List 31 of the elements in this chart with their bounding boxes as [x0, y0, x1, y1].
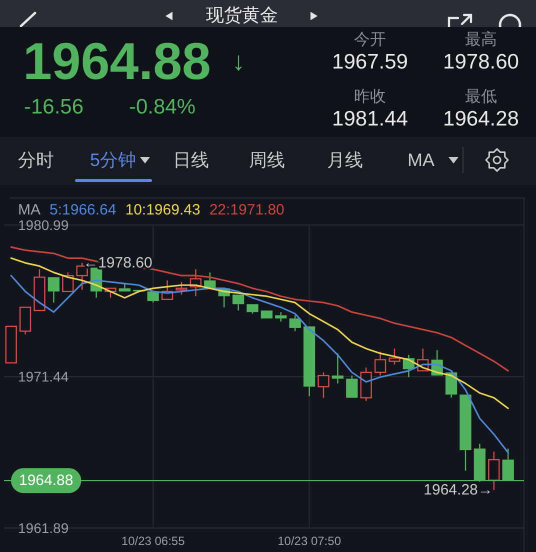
annotation: 1978.60	[443, 50, 519, 74]
annotation: 今开	[354, 32, 386, 48]
annotation: 1964.28	[443, 108, 519, 130]
annotation: MA	[408, 150, 434, 170]
title: 现货黄金	[206, 5, 278, 25]
y-tick-label: 1971.44	[18, 368, 69, 384]
annotation: 最低	[465, 88, 497, 106]
annotation: 昨收	[354, 88, 386, 106]
x-tick-label: 10/23 07:50	[278, 534, 341, 548]
annotation: -0.84%	[129, 96, 196, 118]
annotation: 5分钟	[90, 150, 136, 170]
annotation: 1964.28→	[424, 482, 493, 499]
annotation: 日线	[173, 150, 209, 170]
annotation: 1964.88	[23, 33, 211, 91]
annotation: ↓	[232, 46, 245, 76]
y-tick-label: 1980.99	[18, 217, 69, 233]
annotation: 1981.44	[332, 108, 408, 130]
annotation: -16.56	[24, 96, 84, 118]
legend-item: 10:1969.43	[125, 202, 200, 218]
x-tick-label: 10/23 06:55	[121, 534, 185, 548]
annotation: 最高	[465, 32, 497, 48]
y-tick-label: 1961.89	[18, 520, 69, 536]
annotation: 周线	[249, 150, 285, 170]
legend-item: 5:1966.64	[50, 202, 116, 218]
annotation: 分时	[18, 150, 54, 170]
ref-line-label: 1964.88	[19, 472, 74, 490]
legend-item: MA	[18, 202, 40, 218]
legend-item: 22:1971.80	[209, 202, 284, 218]
ref-line-badge: 1964.88	[11, 468, 82, 494]
annotation: 1967.59	[332, 50, 408, 74]
annotation: 月线	[327, 150, 363, 170]
